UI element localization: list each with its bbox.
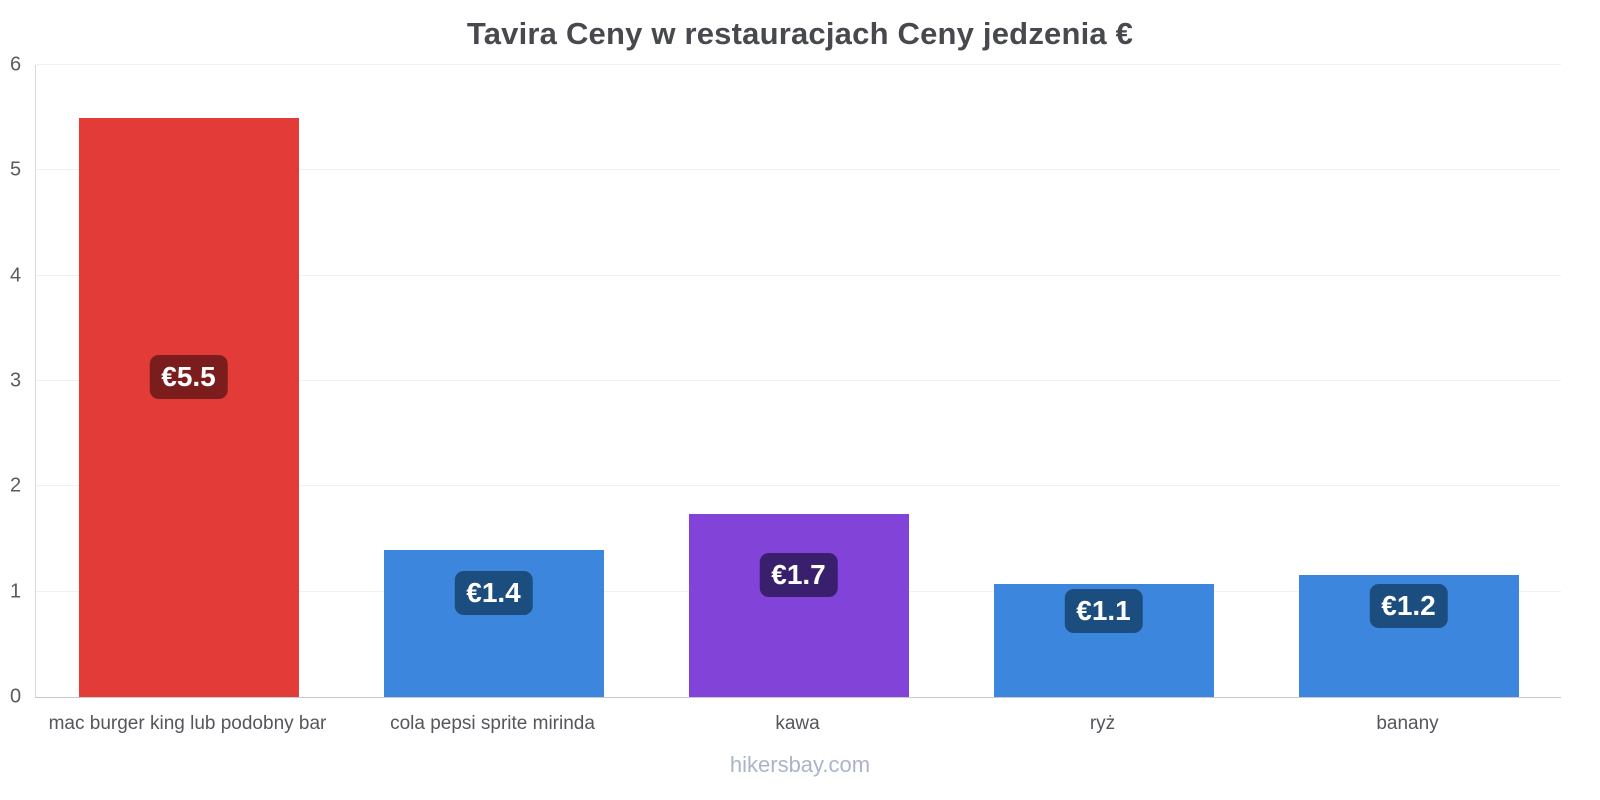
gridline	[36, 380, 1561, 381]
gridline	[36, 64, 1561, 65]
x-axis-category-label: mac burger king lub podobny bar	[48, 713, 327, 734]
x-axis-category-label: cola pepsi sprite mirinda	[390, 713, 595, 734]
bar-group: €1.1	[951, 65, 1256, 697]
bar-group: €1.4	[341, 65, 646, 697]
value-badge: €1.7	[759, 553, 838, 598]
y-axis-tick-label: 2	[10, 474, 22, 497]
bar-2: €1.4	[383, 549, 604, 697]
bar-5: €1.2	[1298, 574, 1519, 697]
y-axis-tick-label: 5	[10, 158, 22, 181]
y-axis-tick-label: 6	[10, 53, 22, 76]
x-axis-category-label: banany	[1376, 713, 1439, 734]
gridline	[36, 169, 1561, 171]
watermark-hikersbay: hikersbay.com	[729, 752, 871, 777]
y-axis-tick-label: 1	[10, 580, 22, 603]
plot-area: €5.5 €1.4 €1.7 €1.1 €1.2	[35, 64, 1561, 698]
bar-group: €5.5	[36, 65, 341, 697]
bar-group: €1.7	[646, 65, 951, 697]
value-badge: €1.1	[1064, 588, 1143, 633]
y-axis-tick-label: 3	[10, 369, 22, 392]
chart-title: Tavira Ceny w restauracjach Ceny jedzeni…	[466, 16, 1134, 51]
value-badge: €5.5	[149, 355, 228, 400]
value-badge: €1.2	[1369, 583, 1448, 628]
bar-3: €1.7	[688, 513, 909, 697]
gridline	[36, 485, 1561, 487]
bar-group: €1.2	[1256, 65, 1561, 697]
y-axis-tick-label: 0	[10, 685, 22, 708]
bar-4: €1.1	[993, 584, 1214, 697]
gridline	[36, 274, 1561, 276]
x-axis-category-label: ryż	[1089, 713, 1116, 734]
bar-1: €5.5	[78, 117, 299, 697]
y-axis-tick-label: 4	[10, 264, 22, 287]
x-axis-category-label: kawa	[775, 713, 820, 734]
value-badge: €1.4	[454, 571, 533, 616]
